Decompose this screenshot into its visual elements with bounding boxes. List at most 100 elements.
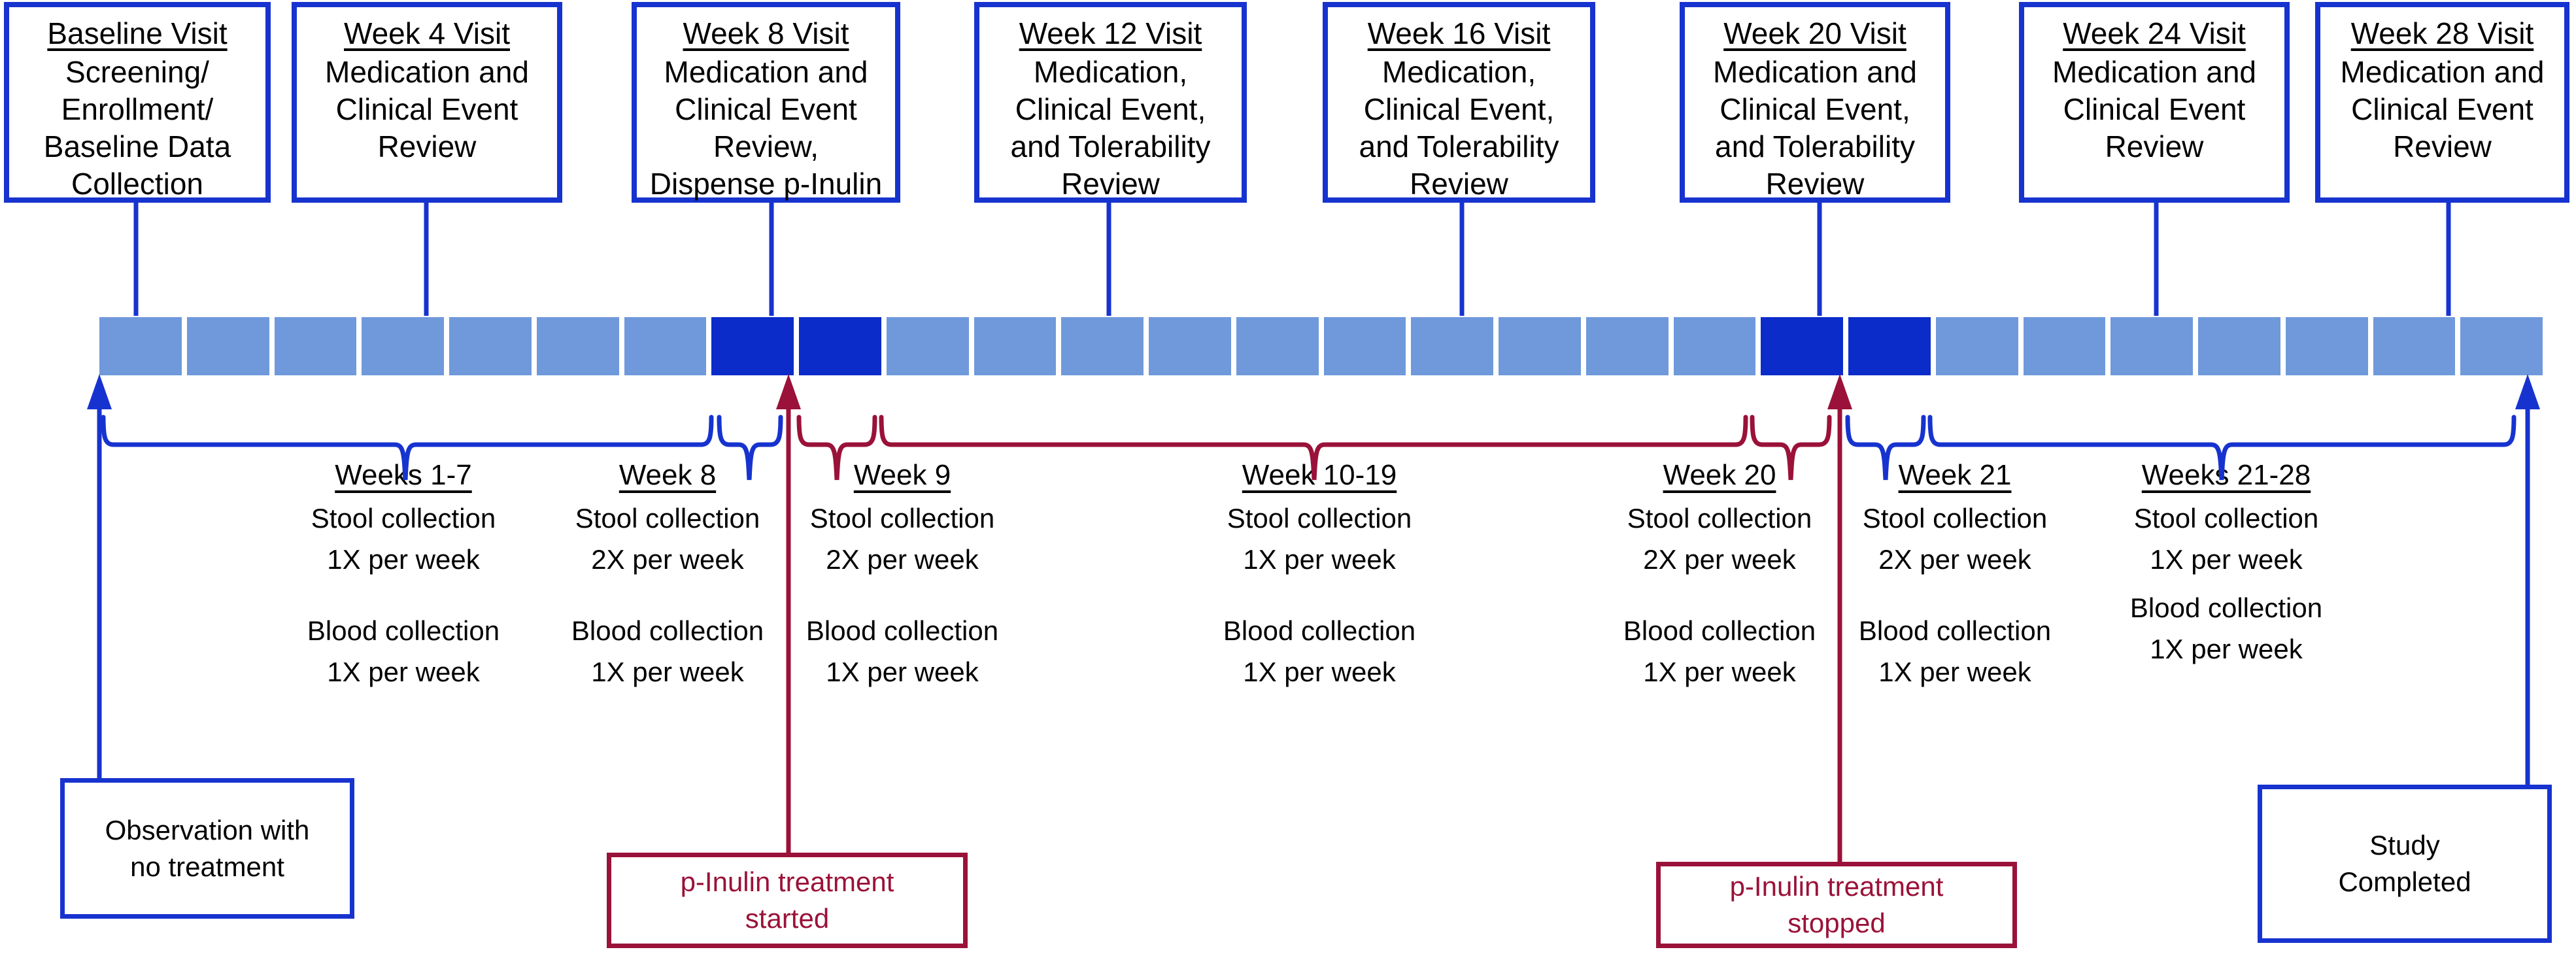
timeline-segment-week-27 (2373, 317, 2456, 375)
visit-box-title: Week 20 Visit (1685, 15, 1945, 54)
visit-box-text-line: Baseline Data (43, 129, 231, 163)
timeline-segment-week-2 (186, 317, 269, 375)
visit-box-title-text: Week 20 Visit (1723, 16, 1907, 50)
event-box-treatment-started: p-Inulin treatment started (607, 853, 968, 948)
visit-box-text-line: Clinical Event, (1363, 92, 1555, 126)
visit-box-title-text: Week 28 Visit (2350, 16, 2534, 50)
timeline-segment-week-16 (1411, 317, 1493, 375)
stool-collection-text-week-10-19: Stool collection (1227, 503, 1412, 534)
timeline-segment-week-3 (274, 317, 357, 375)
visit-box-text-line: Enrollment/ (61, 92, 214, 126)
event-box-text-line: no treatment (130, 851, 284, 882)
stool-frequency-text-week-21: 2X per week (1878, 544, 2031, 575)
blood-frequency-text-week-20: 1X per week (1643, 656, 1796, 687)
event-box-text-line: Study (2369, 830, 2440, 860)
stool-collection-text-week-8: Stool collection (575, 503, 760, 534)
visit-box-week-8-visit: Week 8 Visit Medication and Clinical Event… (632, 2, 900, 203)
timeline-segment-week-21 (1848, 317, 1931, 375)
timeline-segment-week-11 (974, 317, 1057, 375)
visit-box-week-16-visit: Week 16 Visit Medication, Clinical Event, a… (1323, 2, 1595, 203)
visit-box-title-text: Week 4 Visit (344, 16, 510, 50)
visit-box-text-line: Clinical Event, (1720, 92, 1910, 126)
timeline-segment-week-8 (711, 317, 794, 375)
stool-frequency-text-week-8: 2X per week (591, 544, 744, 575)
timeline-segment-week-15 (1323, 317, 1406, 375)
timeline-segment-week-1 (99, 317, 182, 375)
visit-box-title: Week 4 Visit (297, 15, 557, 54)
stool-frequency-text-weeks-1-7: 1X per week (327, 544, 480, 575)
visit-box-text-line: Clinical Event (675, 92, 857, 126)
visit-box-text-line: Medication, (1033, 55, 1188, 89)
visit-box-text-line: Review (1061, 167, 1160, 201)
timeline-segment-week-5 (449, 317, 532, 375)
visit-box-title: Week 28 Visit (2320, 15, 2564, 54)
visit-box-text-line: Screening/ (65, 55, 209, 89)
treatment-started-arrow-head (776, 374, 801, 409)
visit-box-title-text: Baseline Visit (47, 16, 228, 50)
visit-box-week-12-visit: Week 12 Visit Medication, Clinical Event, a… (974, 2, 1247, 203)
visit-box-text-line: Collection (71, 167, 203, 201)
blood-frequency-text-week-10-19: 1X per week (1243, 656, 1396, 687)
visit-box-title: Week 12 Visit (979, 15, 1242, 54)
stool-collection-text-week-21: Stool collection (1862, 503, 2048, 534)
timeline-segment-week-4 (362, 317, 444, 375)
visit-box-text-line: and Tolerability (1714, 129, 1915, 163)
blood-collection-text-weeks-1-7: Blood collection (307, 615, 500, 646)
blood-collection-text-week-8: Blood collection (571, 615, 764, 646)
blood-collection-text-week-10-19: Blood collection (1223, 615, 1416, 646)
visit-box-text-line: Review, (713, 129, 819, 163)
stool-frequency-text-week-9: 2X per week (826, 544, 979, 575)
timeline-segment-week-9 (799, 317, 881, 375)
blood-frequency-text-week-9: 1X per week (826, 656, 979, 687)
schedule-label-week-10-19: Week 10-19 (1242, 459, 1397, 491)
visit-box-text-line: Medication and (1713, 55, 1917, 89)
timeline-segment-week-17 (1499, 317, 1581, 375)
visit-box-title: Baseline Visit (9, 15, 265, 54)
stool-collection-text-weeks-1-7: Stool collection (311, 503, 496, 534)
event-box-text-line: Observation with (105, 814, 310, 845)
timeline-segment-week-26 (2285, 317, 2368, 375)
timeline-segment-week-14 (1236, 317, 1319, 375)
visit-box-text-line: Medication and (2340, 55, 2545, 89)
visit-box-week-28-visit: Week 28 Visit Medication and Clinical Even… (2315, 2, 2569, 203)
timeline-segment-week-22 (1935, 317, 2018, 375)
visit-box-text-line: Medication and (664, 55, 868, 89)
stool-collection-text-weeks-21-28: Stool collection (2133, 503, 2319, 534)
schedule-label-weeks-21-28: Weeks 21-28 (2141, 459, 2311, 491)
visit-box-title-text: Week 12 Visit (1019, 16, 1202, 50)
event-box-text-line: p-Inulin treatment (1729, 871, 1944, 902)
timeline-segment-week-20 (1761, 317, 1843, 375)
event-box-text-line: stopped (1788, 908, 1886, 938)
visit-box-title-text: Week 24 Visit (2063, 16, 2246, 50)
blood-frequency-text-weeks-1-7: 1X per week (327, 656, 480, 687)
study-completed-arrow-head (2515, 374, 2540, 409)
event-box-text-line: started (745, 903, 830, 934)
visit-box-text-line: Clinical Event (335, 92, 518, 126)
stool-frequency-text-week-10-19: 1X per week (1243, 544, 1396, 575)
timeline-segment-week-13 (1149, 317, 1231, 375)
blood-collection-text-week-9: Blood collection (805, 615, 999, 646)
timeline-segment-week-28 (2460, 317, 2543, 375)
event-box-treatment-stopped: p-Inulin treatment stopped (1656, 862, 2017, 948)
timeline-segment-week-12 (1061, 317, 1144, 375)
visit-box-title: Week 16 Visit (1328, 15, 1590, 54)
visit-box-title: Week 24 Visit (2024, 15, 2284, 54)
visit-box-week-4-visit: Week 4 Visit Medication and Clinical Event… (292, 2, 562, 203)
visit-box-week-20-visit: Week 20 Visit Medication and Clinical Even… (1680, 2, 1950, 203)
timeline-segment-week-18 (1585, 317, 1669, 375)
visit-box-baseline-visit: Baseline Visit Screening/Enrollment/Basel… (4, 2, 271, 203)
visit-box-text-line: Review (1765, 167, 1865, 201)
event-box-text-line: p-Inulin treatment (680, 866, 894, 897)
schedule-label-week-9: Week 9 (853, 459, 951, 491)
timeline-segment-week-6 (536, 317, 619, 375)
visit-box-text-line: Medication and (2052, 55, 2256, 89)
timeline-segment-week-25 (2198, 317, 2280, 375)
stool-frequency-text-weeks-21-28: 1X per week (2150, 544, 2303, 575)
visit-box-week-24-visit: Week 24 Visit Medication and Clinical Even… (2019, 2, 2290, 203)
visit-box-text-line: Review (2105, 129, 2204, 163)
blood-collection-text-week-20: Blood collection (1623, 615, 1816, 646)
visit-box-text-line: Clinical Event, (1015, 92, 1206, 126)
visit-box-text-line: Dispense p-Inulin (649, 167, 883, 201)
timeline-segment-week-7 (624, 317, 707, 375)
